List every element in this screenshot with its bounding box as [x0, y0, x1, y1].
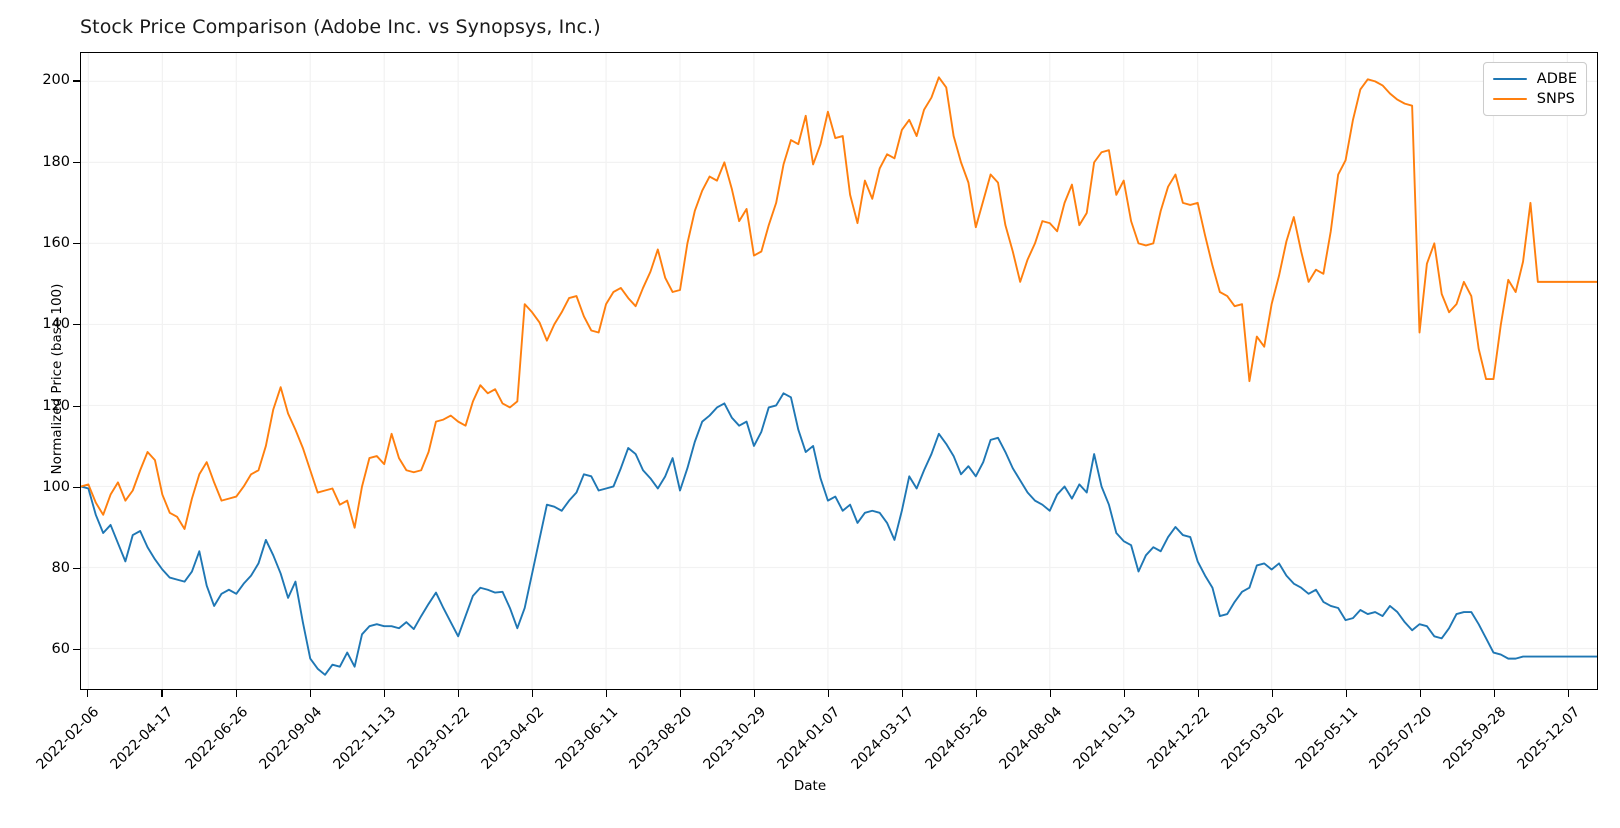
x-tick-mark	[827, 690, 829, 697]
x-tick-mark	[309, 690, 311, 697]
x-tick-mark	[87, 690, 89, 697]
x-tick-mark	[901, 690, 904, 697]
x-tick-label: 2024-01-07	[774, 704, 844, 773]
legend-label-adbe: ADBE	[1536, 71, 1577, 87]
y-tick-mark	[73, 568, 80, 570]
series-line-snps	[81, 76, 1597, 530]
x-tick-mark	[1568, 690, 1570, 697]
x-tick-label: 2022-09-04	[256, 704, 325, 773]
x-tick-mark	[1124, 690, 1126, 697]
y-tick-mark	[73, 405, 80, 407]
y-tick-label: 120	[42, 397, 70, 414]
x-tick-label: 2023-01-22	[404, 704, 473, 773]
plot-area: ADBE SNPS	[80, 52, 1598, 690]
y-tick-mark	[73, 242, 80, 245]
x-tick-mark	[161, 690, 163, 697]
x-tick-mark	[753, 690, 755, 697]
x-tick-label: 2023-08-20	[626, 704, 696, 773]
x-tick-mark	[605, 690, 607, 697]
legend-entry-snps[interactable]: SNPS	[1492, 89, 1577, 109]
x-tick-mark	[1420, 690, 1422, 697]
gridlines	[81, 53, 1597, 689]
x-tick-mark	[1346, 690, 1348, 697]
y-axis-label: Normalized Price (base 100)	[49, 283, 65, 475]
y-tick-mark	[73, 649, 80, 651]
x-axis-tick-labels: 2022-02-06 2022-04-17 2022-06-26 2022-09-04…	[0, 690, 1620, 790]
series-line-adbe	[81, 392, 1597, 676]
x-tick-label: 2022-02-06	[33, 704, 103, 773]
y-tick-label: 140	[42, 316, 70, 333]
chart-title: Stock Price Comparison (Adobe Inc. vs Sy…	[80, 16, 601, 38]
chart-legend: ADBE SNPS	[1482, 62, 1587, 116]
x-tick-mark	[235, 690, 237, 697]
x-tick-label: 2022-11-13	[330, 704, 399, 773]
y-axis-tick-labels: 60 80 100 120 140 160 180 200	[0, 52, 70, 690]
y-tick-label: 80	[51, 560, 70, 577]
y-tick-mark	[73, 486, 80, 488]
plot-svg	[81, 53, 1597, 689]
x-tick-mark	[1198, 690, 1200, 697]
x-tick-mark	[383, 690, 385, 697]
legend-swatch-adbe	[1492, 77, 1527, 81]
y-tick-mark	[73, 161, 80, 163]
y-tick-mark	[73, 324, 80, 326]
y-tick-label: 160	[42, 234, 70, 251]
x-tick-mark	[531, 690, 533, 697]
x-tick-label: 2023-06-11	[552, 704, 622, 773]
legend-entry-adbe[interactable]: ADBE	[1492, 69, 1577, 89]
x-tick-mark	[679, 690, 681, 697]
y-tick-label: 180	[42, 153, 70, 170]
x-tick-mark	[1272, 690, 1274, 697]
x-tick-mark	[457, 690, 459, 697]
y-tick-mark	[73, 80, 80, 82]
x-axis-label: Date	[793, 778, 827, 794]
x-tick-label: 2023-10-29	[700, 704, 770, 773]
x-tick-label: 2023-04-02	[478, 704, 548, 773]
x-tick-mark	[1494, 690, 1496, 697]
x-tick-mark	[975, 690, 978, 697]
series-lines	[81, 76, 1597, 676]
y-tick-label: 100	[42, 478, 70, 495]
legend-swatch-snps	[1492, 97, 1527, 101]
y-tick-label: 200	[42, 72, 70, 89]
legend-label-snps: SNPS	[1536, 91, 1575, 107]
y-tick-label: 60	[51, 641, 70, 658]
x-tick-mark	[1050, 690, 1052, 697]
